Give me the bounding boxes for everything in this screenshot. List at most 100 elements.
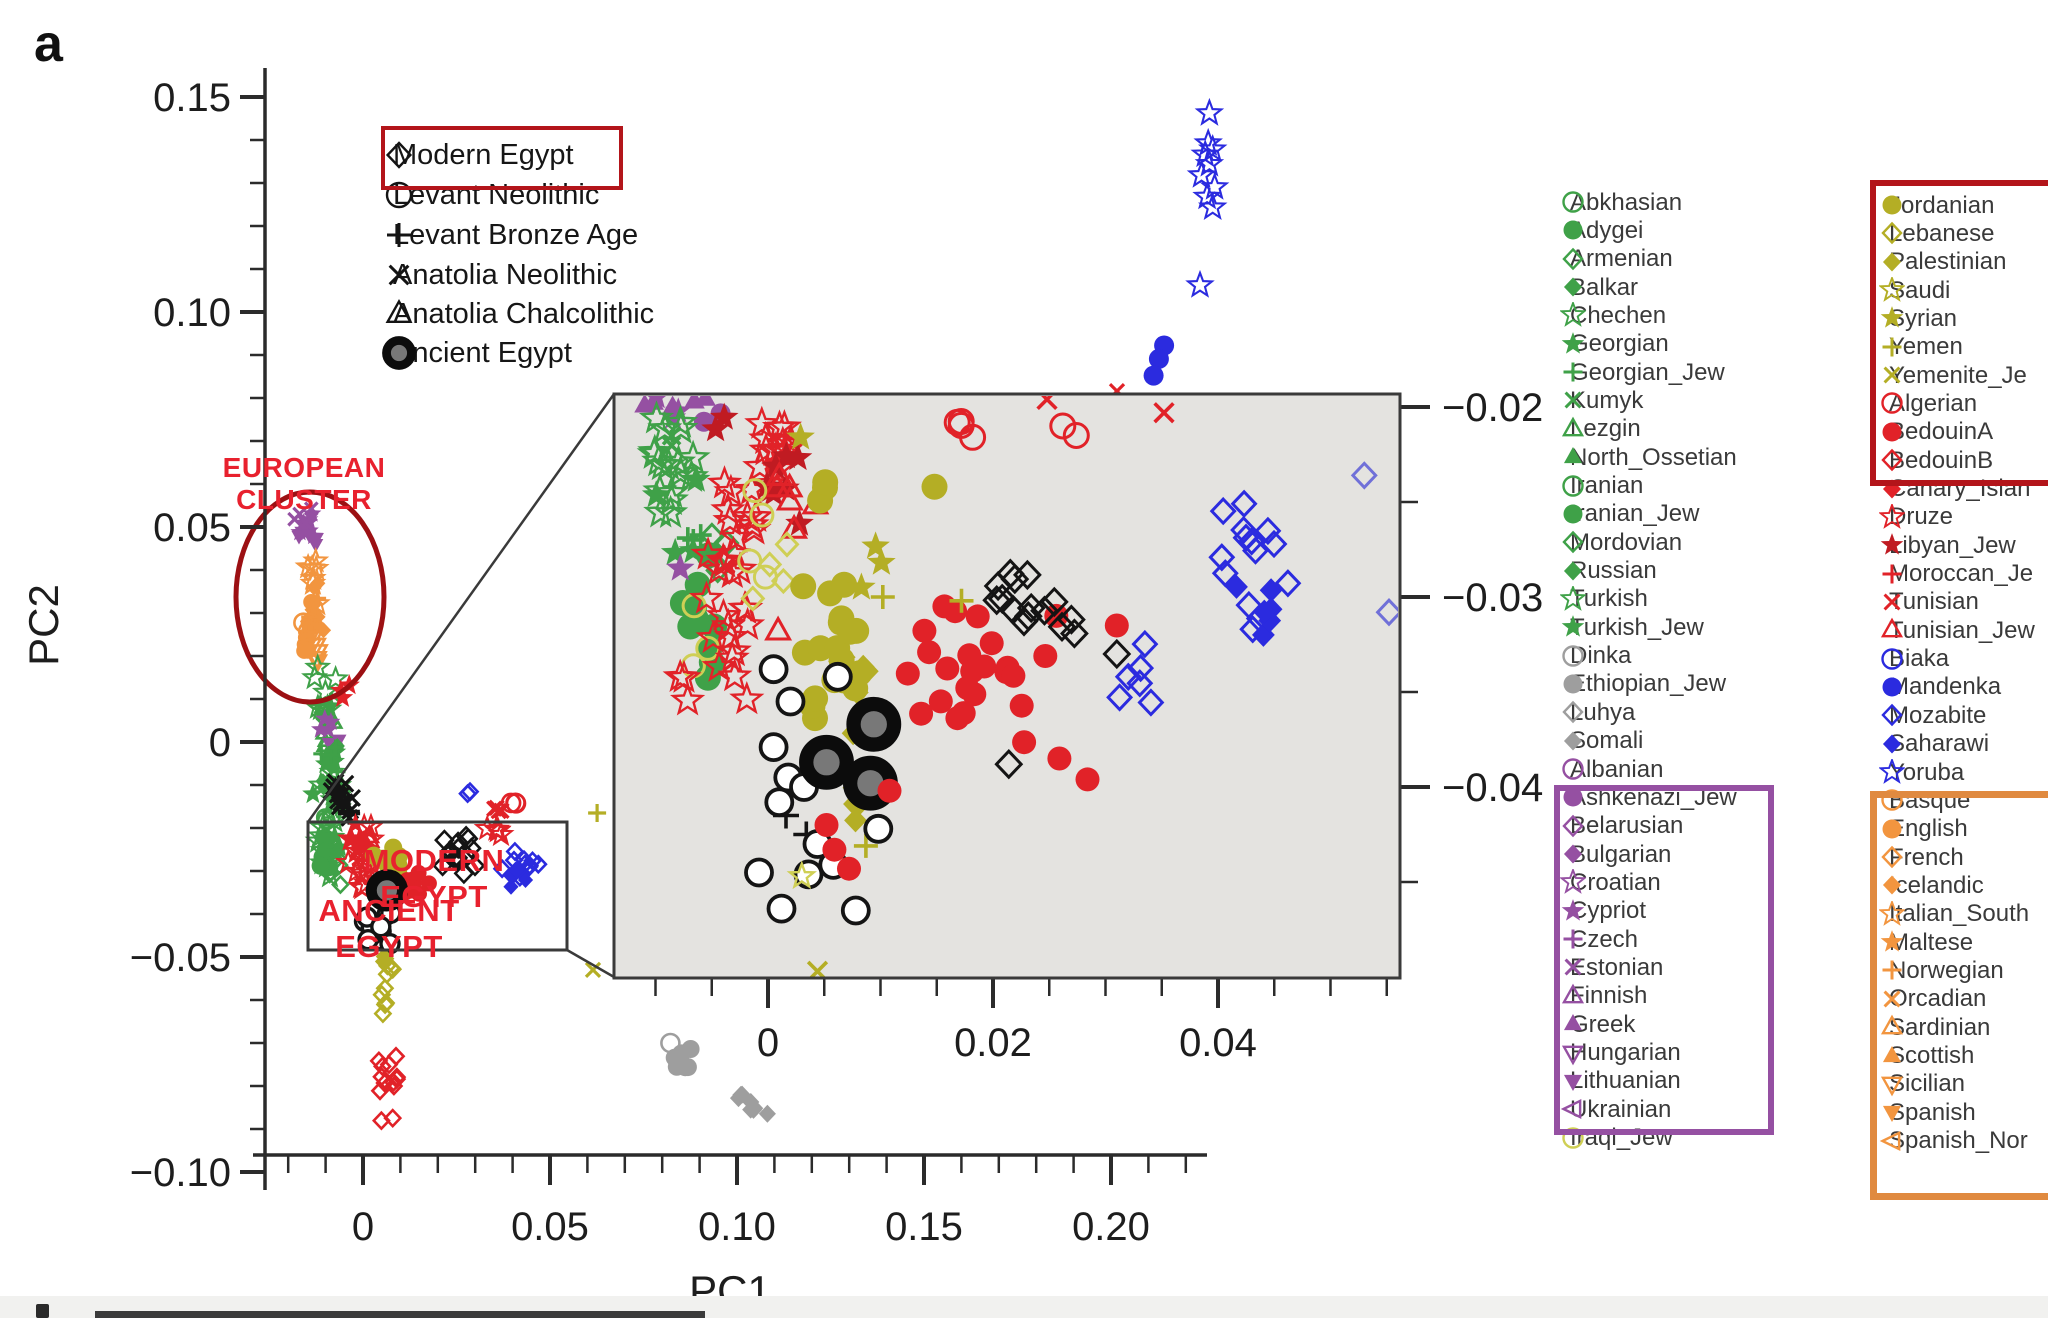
cluster-blue-diamond-fill — [503, 862, 534, 895]
svg-text:−0.03: −0.03 — [1442, 576, 1543, 620]
legend-label: Palestinian — [1889, 248, 2007, 276]
legend-label: Canary_Islan — [1889, 475, 2031, 502]
croatian-marker-icon — [1560, 869, 1586, 895]
plot-legend-label: Levant Neolithic — [393, 178, 600, 211]
legend-item-yemenite_je: Yemenite_Je — [1879, 362, 2027, 389]
balkar-marker-icon — [1563, 277, 1583, 297]
turkish_jew-marker-icon — [1561, 615, 1585, 637]
cypriot-marker-icon — [1561, 898, 1585, 921]
svg-text:0.05: 0.05 — [153, 506, 231, 550]
iranian_jew-marker-icon — [1563, 504, 1583, 524]
european-cluster-annotation: EUROPEAN CLUSTER — [222, 452, 386, 515]
legend-label: Syrian — [1889, 304, 1958, 332]
legend-item-biaka: Biaka — [1879, 645, 1950, 673]
legend-item-abkhasian: Abkhasian — [1560, 189, 1682, 216]
legend-item-palestinian: Palestinian — [1879, 248, 2007, 276]
cluster-gray-diamond-fill — [729, 1085, 776, 1123]
yemenite_je-marker-icon — [1883, 366, 1901, 384]
legend-item-druze: Druze — [1879, 503, 1953, 531]
orcadian-marker-icon — [1883, 990, 1901, 1008]
saharawi-marker-icon — [1882, 734, 1902, 754]
albanian-marker-icon — [1562, 758, 1584, 780]
cluster-paleyellow-diamond-open — [740, 531, 800, 612]
legend-label: Cypriot — [1570, 897, 1647, 925]
legend-item-ukrainian: Ukrainian — [1560, 1096, 1671, 1123]
french-marker-icon — [1881, 845, 1903, 869]
plot-legend-item-anatolia-neolithic: Anatolia Neolithic — [381, 257, 617, 293]
cluster-orange-circle-fill — [296, 594, 320, 659]
legend-label: Iranian_Jew — [1570, 500, 1700, 528]
maltese-marker-icon — [1880, 930, 1904, 952]
legend-item-scottish: Scottish — [1879, 1042, 1974, 1070]
legend-label: Croatian — [1570, 868, 1661, 896]
legend-label: Tunisian — [1889, 588, 1979, 616]
legend-label: Orcadian — [1889, 985, 1987, 1013]
ashkenazi_jew-marker-icon — [1563, 787, 1583, 807]
svg-text:0.15: 0.15 — [153, 76, 231, 120]
legend-label: Sardinian — [1889, 1013, 1991, 1041]
legend-item-mozabite: Mozabite — [1879, 702, 1986, 729]
legend-item-bulgarian: Bulgarian — [1560, 841, 1671, 868]
bedouinb-marker-icon — [1881, 448, 1903, 472]
legend-label: Chechen — [1570, 301, 1667, 329]
bulgarian-marker-icon — [1563, 844, 1583, 864]
cluster-green-star-fill — [324, 825, 351, 862]
legend-item-belarusian: Belarusian — [1560, 812, 1683, 840]
plot-legend-label: Anatolia Chalcolithic — [393, 297, 655, 330]
legend-label: Lezgin — [1570, 415, 1641, 443]
legend-item-estonian: Estonian — [1560, 954, 1663, 981]
svg-text:0.15: 0.15 — [885, 1205, 963, 1249]
legend-item-balkar: Balkar — [1560, 274, 1638, 301]
legend-label: Mozabite — [1889, 701, 1987, 729]
lezgin-marker-icon — [1561, 416, 1585, 437]
svg-text:−0.05: −0.05 — [130, 936, 231, 980]
legend-item-adygei: Adygei — [1560, 217, 1643, 244]
hungarian-marker-icon — [1561, 1045, 1585, 1065]
ancient-egypt-marker-icon — [382, 336, 416, 370]
ethiopian_jew-marker-icon — [1563, 674, 1583, 694]
adygei-marker-icon — [1563, 220, 1583, 240]
cluster-purple-star-fill — [311, 708, 341, 738]
main-data-points — [287, 97, 1230, 1131]
cluster-orange-circle-open — [293, 612, 322, 643]
legend-item-saharawi: Saharawi — [1879, 730, 1989, 758]
legend-item-iranian_jew: Iranian_Jew — [1560, 500, 1700, 528]
legend-item-tunisian_jew: Tunisian_Jew — [1879, 617, 2035, 644]
sicilian-marker-icon — [1880, 1076, 1904, 1097]
plot-annotations — [233, 393, 616, 979]
italian_south-marker-icon — [1879, 900, 1905, 926]
svg-text:−0.04: −0.04 — [1442, 766, 1543, 810]
legend-label: Georgian — [1570, 330, 1669, 358]
legend-label: Turkish_Jew — [1570, 613, 1704, 641]
cluster-red-circle-open — [500, 792, 527, 814]
legend-item-czech: Czech — [1560, 926, 1638, 953]
bedouina-marker-icon — [1882, 422, 1902, 442]
legend-label: Armenian — [1570, 245, 1673, 273]
north_ossetian-marker-icon — [1563, 447, 1583, 464]
svg-text:0: 0 — [757, 1021, 779, 1065]
legend-item-maltese: Maltese — [1879, 929, 1973, 956]
svg-text:0.10: 0.10 — [153, 291, 231, 335]
legend-item-libyan_jew: Libyan_Jew — [1879, 532, 2016, 559]
inset-data-points — [634, 396, 1398, 977]
biaka-marker-icon — [1881, 647, 1903, 670]
cluster-blue-diamond-open — [458, 781, 480, 804]
legend-label: Biaka — [1889, 645, 1950, 673]
cluster-red-star-open — [688, 465, 774, 667]
saudi-marker-icon — [1879, 277, 1905, 302]
icelandic-marker-icon — [1882, 875, 1902, 895]
legend-label: Bulgarian — [1570, 840, 1672, 868]
spanish_nor-marker-icon — [1879, 1130, 1901, 1151]
yemen-marker-icon — [1882, 337, 1902, 357]
legend-item-orcadian: Orcadian — [1879, 985, 1987, 1013]
cluster-olive-diamond-open — [372, 955, 403, 1024]
legend-item-chechen: Chechen — [1560, 302, 1666, 329]
finnish-marker-icon — [1561, 983, 1585, 1004]
plot-legend-label: Levant Bronze Age — [393, 218, 639, 251]
cluster-red-circle-fill — [895, 594, 1069, 755]
legend-label: North_Ossetian — [1570, 443, 1737, 471]
legend-item-kumyk: Kumyk — [1560, 387, 1643, 414]
legend-item-yemen: Yemen — [1879, 333, 1963, 361]
druze-marker-icon — [1879, 503, 1905, 529]
